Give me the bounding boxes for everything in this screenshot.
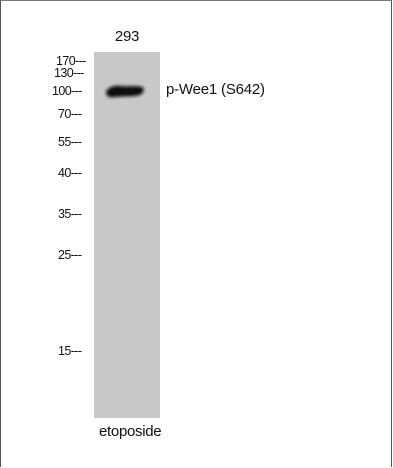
band-label: p-Wee1 (S642) xyxy=(166,81,265,98)
marker-130: 130--- xyxy=(54,66,84,80)
treatment-label: etoposide xyxy=(99,423,162,440)
protein-band xyxy=(106,85,144,98)
lane-label: 293 xyxy=(114,28,140,45)
marker-25: 25--- xyxy=(58,248,82,262)
marker-100: 100--- xyxy=(52,84,82,98)
blot-lane xyxy=(94,52,160,418)
marker-170: 170--- xyxy=(56,54,86,68)
lane-background xyxy=(94,52,160,418)
marker-40: 40--- xyxy=(58,166,82,180)
marker-55: 55--- xyxy=(58,135,82,149)
marker-70: 70--- xyxy=(58,107,82,121)
marker-35: 35--- xyxy=(58,207,82,221)
marker-15: 15--- xyxy=(58,344,82,358)
